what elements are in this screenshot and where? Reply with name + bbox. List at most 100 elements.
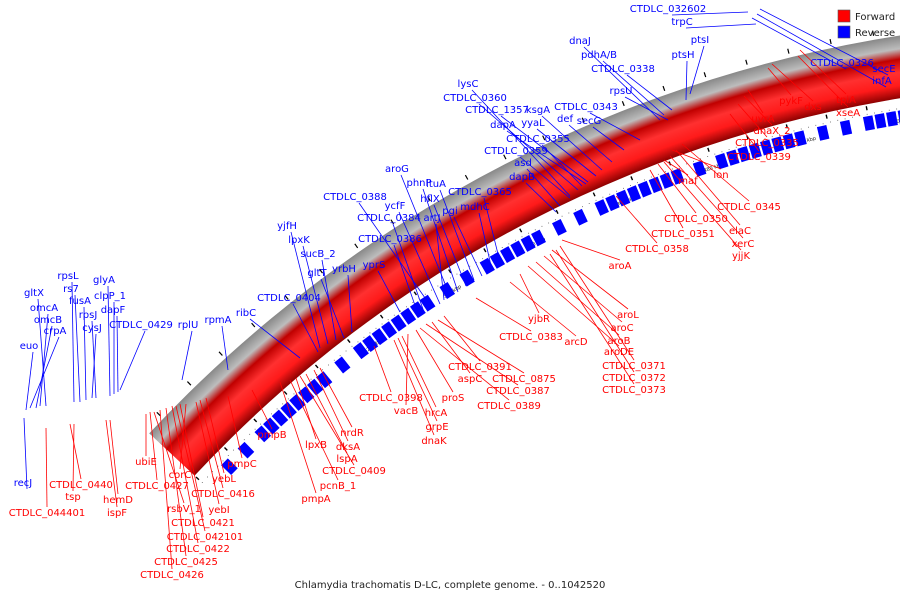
leader-line (175, 405, 206, 532)
minor-tick (413, 291, 418, 296)
forward-gene-label: hemD (103, 495, 133, 506)
forward-gene-label: arcD (564, 337, 588, 348)
forward-gene-label: CTDLC_0383 (499, 332, 563, 343)
leader-line (799, 49, 847, 95)
leader-line (401, 335, 437, 408)
minor-tick (592, 192, 596, 197)
reverse-gene-label: rpsJ (79, 310, 98, 321)
reverse-gene-arrow (459, 269, 475, 287)
reverse-gene-arrow (552, 219, 567, 236)
forward-gene-label: dnaK (421, 436, 447, 447)
leader-line (589, 112, 641, 141)
forward-gene-label: CTDLC_0391 (448, 362, 512, 373)
minor-tick (483, 248, 487, 253)
leader-line (689, 45, 705, 95)
leader-line (290, 231, 321, 349)
leader-line (69, 423, 82, 480)
reverse-gene-label: hflX (420, 194, 440, 205)
forward-gene-label: CTDLC_0875 (492, 374, 556, 385)
leader-line (453, 216, 483, 277)
leader-line (541, 115, 603, 171)
leader-line (25, 351, 34, 411)
reverse-gene-arrow (479, 257, 495, 275)
reverse-gene-label: ksgA (526, 105, 550, 116)
forward-gene-label: yebL (212, 474, 236, 485)
forward-gene-label: CTDLC_044401 (9, 508, 86, 519)
forward-gene-label: hrcA (425, 408, 448, 419)
leader-line (471, 89, 571, 197)
reverse-gene-arrow (648, 176, 663, 194)
reverse-gene-label: gltX (24, 288, 44, 299)
reverse-gene-arrow (715, 153, 729, 170)
forward-gene-label: elaC (729, 226, 751, 237)
forward-gene-label: pmpC (227, 459, 256, 470)
leader-line (149, 411, 158, 481)
forward-gene-label: aroL (617, 310, 639, 321)
reverse-gene-arrow (254, 425, 272, 443)
reverse-gene-label: aroG (385, 164, 409, 175)
leader-line (289, 379, 339, 481)
leader-line (663, 159, 689, 176)
forward-gene-label: CTDLC_0371 (602, 361, 666, 372)
forward-gene-label: CTDLC_0425 (154, 557, 218, 568)
forward-gene-label: CTDLC_0440 (49, 480, 113, 491)
leader-line (179, 403, 204, 518)
reverse-gene-arrow (626, 185, 642, 202)
reverse-gene-label: rpmA (204, 315, 231, 326)
leader-line (561, 239, 621, 261)
reverse-gene-label: CTDLC_0360 (443, 93, 507, 104)
reverse-gene-arrow (862, 115, 875, 131)
forward-gene-label: vacB (394, 406, 419, 417)
legend-swatch-reverse (837, 25, 851, 39)
leader-line (536, 128, 597, 177)
leader-line (405, 333, 409, 406)
leader-line (393, 339, 435, 436)
reverse-gene-label: lysC (458, 79, 479, 90)
leader-line (347, 274, 353, 333)
outer-tick (390, 219, 395, 225)
reverse-gene-label: dnaJ (569, 36, 591, 47)
leader-line (72, 423, 75, 492)
forward-gene-label: CTDLC_0358 (625, 244, 689, 255)
leader-line (747, 89, 764, 114)
leader-line (313, 369, 349, 442)
scale-dots (201, 108, 898, 484)
reverse-gene-arrow (510, 240, 526, 258)
leader-line (649, 169, 684, 229)
leader-line (107, 285, 111, 397)
forward-gene-label: corC (169, 470, 192, 481)
leader-line (602, 60, 665, 116)
forward-gene-label: tpiA (836, 95, 856, 106)
reverse-gene-arrow (400, 307, 417, 325)
reverse-gene-arrow (280, 401, 297, 419)
reverse-gene-arrow (771, 136, 785, 153)
leader-line (91, 333, 97, 399)
forward-gene-label: CTDLC_0409 (322, 466, 386, 477)
leader-line (319, 367, 353, 428)
reverse-gene-label: rpsL (57, 271, 79, 282)
reverse-gene-label: dapF (101, 305, 126, 316)
leader-line (506, 130, 587, 185)
leader-line (509, 281, 577, 337)
leader-line (221, 325, 229, 371)
leader-line (543, 255, 623, 323)
reverse-gene-label: yrbH (332, 264, 356, 275)
minor-tick (707, 147, 710, 152)
leader-line (478, 103, 579, 191)
leader-line (419, 327, 510, 401)
reverse-gene-label: yjfH (277, 221, 297, 232)
leader-line (685, 60, 688, 101)
outer-tick (427, 196, 431, 202)
minor-tick (314, 364, 319, 369)
forward-gene-label: yjbR (528, 314, 550, 325)
reverse-gene-label: CTDLC_0355 (506, 134, 570, 145)
forward-gene-label: CTDLC_0372 (602, 373, 666, 384)
reverse-gene-label: cysJ (82, 323, 102, 334)
leader-line (559, 245, 635, 361)
forward-gene-label: xerC (732, 239, 755, 250)
leader-line (663, 161, 742, 251)
leader-line (320, 278, 345, 339)
reverse-gene-arrow (874, 113, 887, 129)
leader-line (83, 306, 87, 401)
reverse-gene-label: phnP (406, 178, 431, 189)
